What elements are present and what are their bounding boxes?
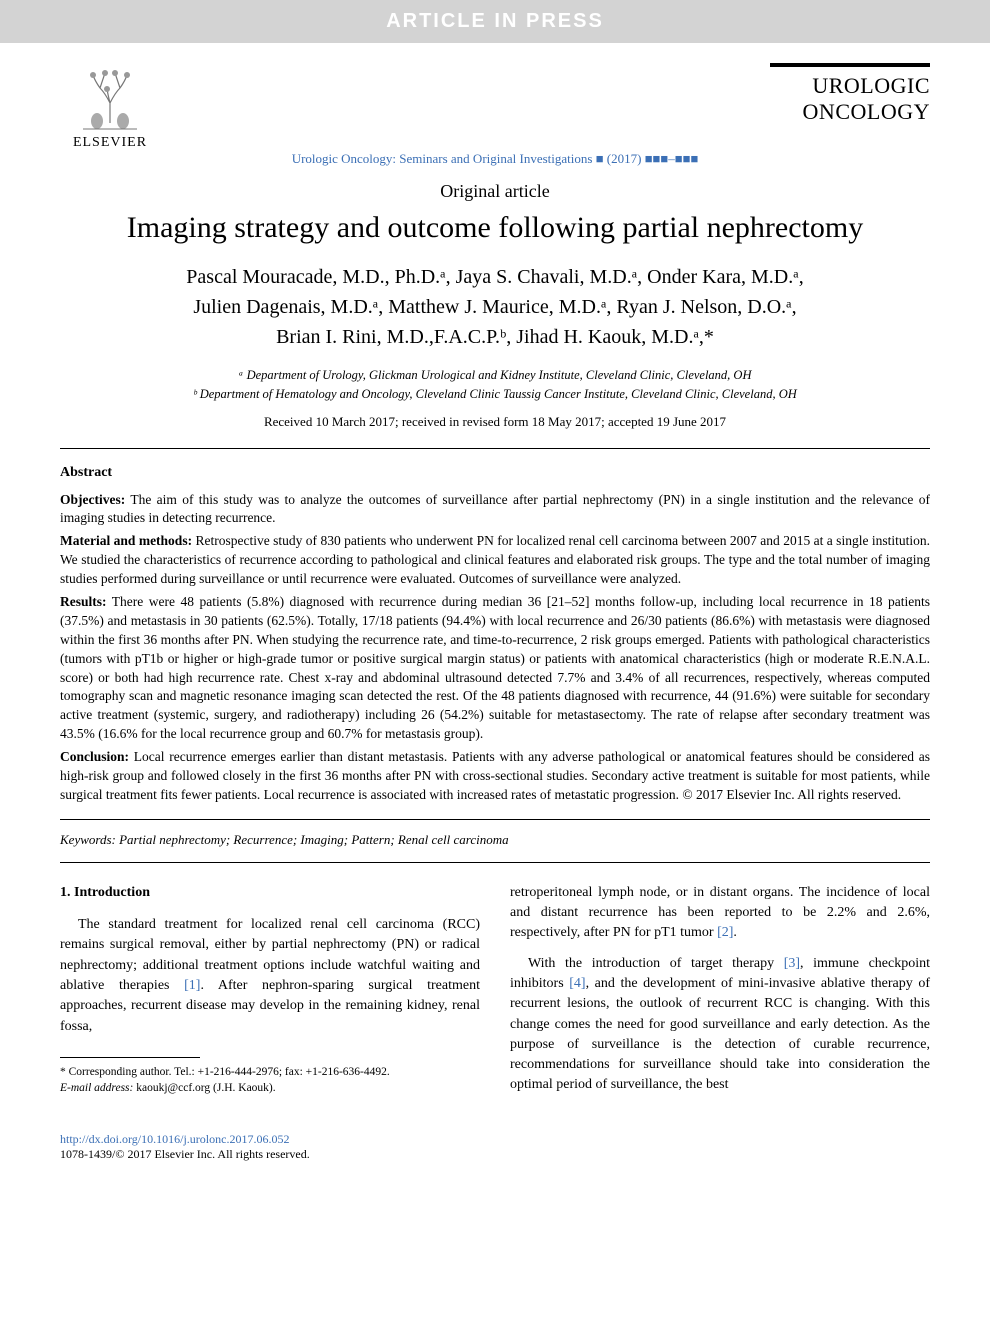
header-row: ELSEVIER UROLOGIC ONCOLOGY [0, 43, 990, 161]
intro-text-3c: , and the development of mini-invasive a… [510, 976, 930, 1092]
intro-para-1-left: The standard treatment for localized ren… [60, 915, 480, 1037]
article-in-press-banner: ARTICLE IN PRESS [0, 0, 990, 43]
results-text: There were 48 patients (5.8%) diagnosed … [60, 594, 930, 741]
conclusion-label: Conclusion: [60, 749, 129, 764]
authors-line-1: Pascal Mouracade, M.D., Ph.D.ᵃ, Jaya S. … [60, 262, 930, 292]
column-right: retroperitoneal lymph node, or in distan… [510, 883, 930, 1106]
email-value: kaoukj@ccf.org (J.H. Kaouk). [133, 1082, 275, 1094]
methods-label: Material and methods: [60, 533, 192, 548]
section-1-heading: 1. Introduction [60, 883, 480, 903]
email-label: E-mail address: [60, 1082, 133, 1094]
keywords-label: Keywords: [60, 832, 116, 847]
publisher-logo-block: ELSEVIER [60, 63, 160, 151]
publisher-name: ELSEVIER [73, 135, 147, 151]
intro-text-2b: . [733, 925, 737, 940]
page-footer: http://dx.doi.org/10.1016/j.urolonc.2017… [0, 1116, 990, 1192]
doi-link[interactable]: http://dx.doi.org/10.1016/j.urolonc.2017… [60, 1132, 930, 1147]
abstract-methods: Material and methods: Retrospective stud… [60, 532, 930, 589]
intro-text-3a: With the introduction of target therapy [528, 956, 784, 971]
results-label: Results: [60, 594, 107, 609]
conclusion-text: Local recurrence emerges earlier than di… [60, 749, 930, 802]
authors-line-2: Julien Dagenais, M.D.ᵃ, Matthew J. Mauri… [60, 292, 930, 322]
article-type: Original article [0, 181, 990, 202]
journal-title-block: UROLOGIC ONCOLOGY [770, 63, 930, 125]
body-columns: 1. Introduction The standard treatment f… [0, 863, 990, 1116]
article-dates: Received 10 March 2017; received in revi… [0, 414, 990, 430]
intro-para-1-right: retroperitoneal lymph node, or in distan… [510, 883, 930, 944]
abstract-heading: Abstract [60, 465, 930, 481]
ref-3-link[interactable]: [3] [784, 956, 800, 971]
keywords-block: Keywords: Partial nephrectomy; Recurrenc… [0, 820, 990, 862]
column-left: 1. Introduction The standard treatment f… [60, 883, 480, 1106]
ref-2-link[interactable]: [2] [717, 925, 733, 940]
keywords-text: Partial nephrectomy; Recurrence; Imaging… [116, 832, 509, 847]
affiliation-a: ᵃ Department of Urology, Glickman Urolog… [60, 366, 930, 385]
journal-name-line2: ONCOLOGY [770, 99, 930, 125]
affiliation-b: ᵇ Department of Hematology and Oncology,… [60, 385, 930, 404]
abstract-section: Abstract Objectives: The aim of this stu… [0, 449, 990, 819]
corresponding-author-footnote: * Corresponding author. Tel.: +1-216-444… [60, 1064, 480, 1096]
journal-citation-link[interactable]: Urologic Oncology: Seminars and Original… [0, 151, 990, 167]
authors-line-3: Brian I. Rini, M.D.,F.A.C.P.ᵇ, Jihad H. … [60, 322, 930, 352]
ref-4-link[interactable]: [4] [569, 976, 585, 991]
corresponding-text: * Corresponding author. Tel.: +1-216-444… [60, 1064, 480, 1080]
authors-block: Pascal Mouracade, M.D., Ph.D.ᵃ, Jaya S. … [60, 262, 930, 352]
objectives-label: Objectives: [60, 492, 125, 507]
journal-name-line1: UROLOGIC [770, 73, 930, 99]
abstract-conclusion: Conclusion: Local recurrence emerges ear… [60, 748, 930, 805]
article-title: Imaging strategy and outcome following p… [60, 210, 930, 246]
copyright-text: 1078-1439/© 2017 Elsevier Inc. All right… [60, 1147, 930, 1162]
affiliations-block: ᵃ Department of Urology, Glickman Urolog… [60, 366, 930, 404]
ref-1-link[interactable]: [1] [184, 978, 200, 993]
page-root: ARTICLE IN PRESS ELSEVIER UROLOGIC ONCOL… [0, 0, 990, 1192]
footnote-rule [60, 1057, 200, 1058]
intro-para-2-right: With the introduction of target therapy … [510, 954, 930, 1096]
email-line: E-mail address: kaoukj@ccf.org (J.H. Kao… [60, 1080, 480, 1096]
objectives-text: The aim of this study was to analyze the… [60, 492, 930, 526]
elsevier-tree-icon [75, 63, 145, 133]
abstract-results: Results: There were 48 patients (5.8%) d… [60, 593, 930, 744]
abstract-objectives: Objectives: The aim of this study was to… [60, 491, 930, 529]
